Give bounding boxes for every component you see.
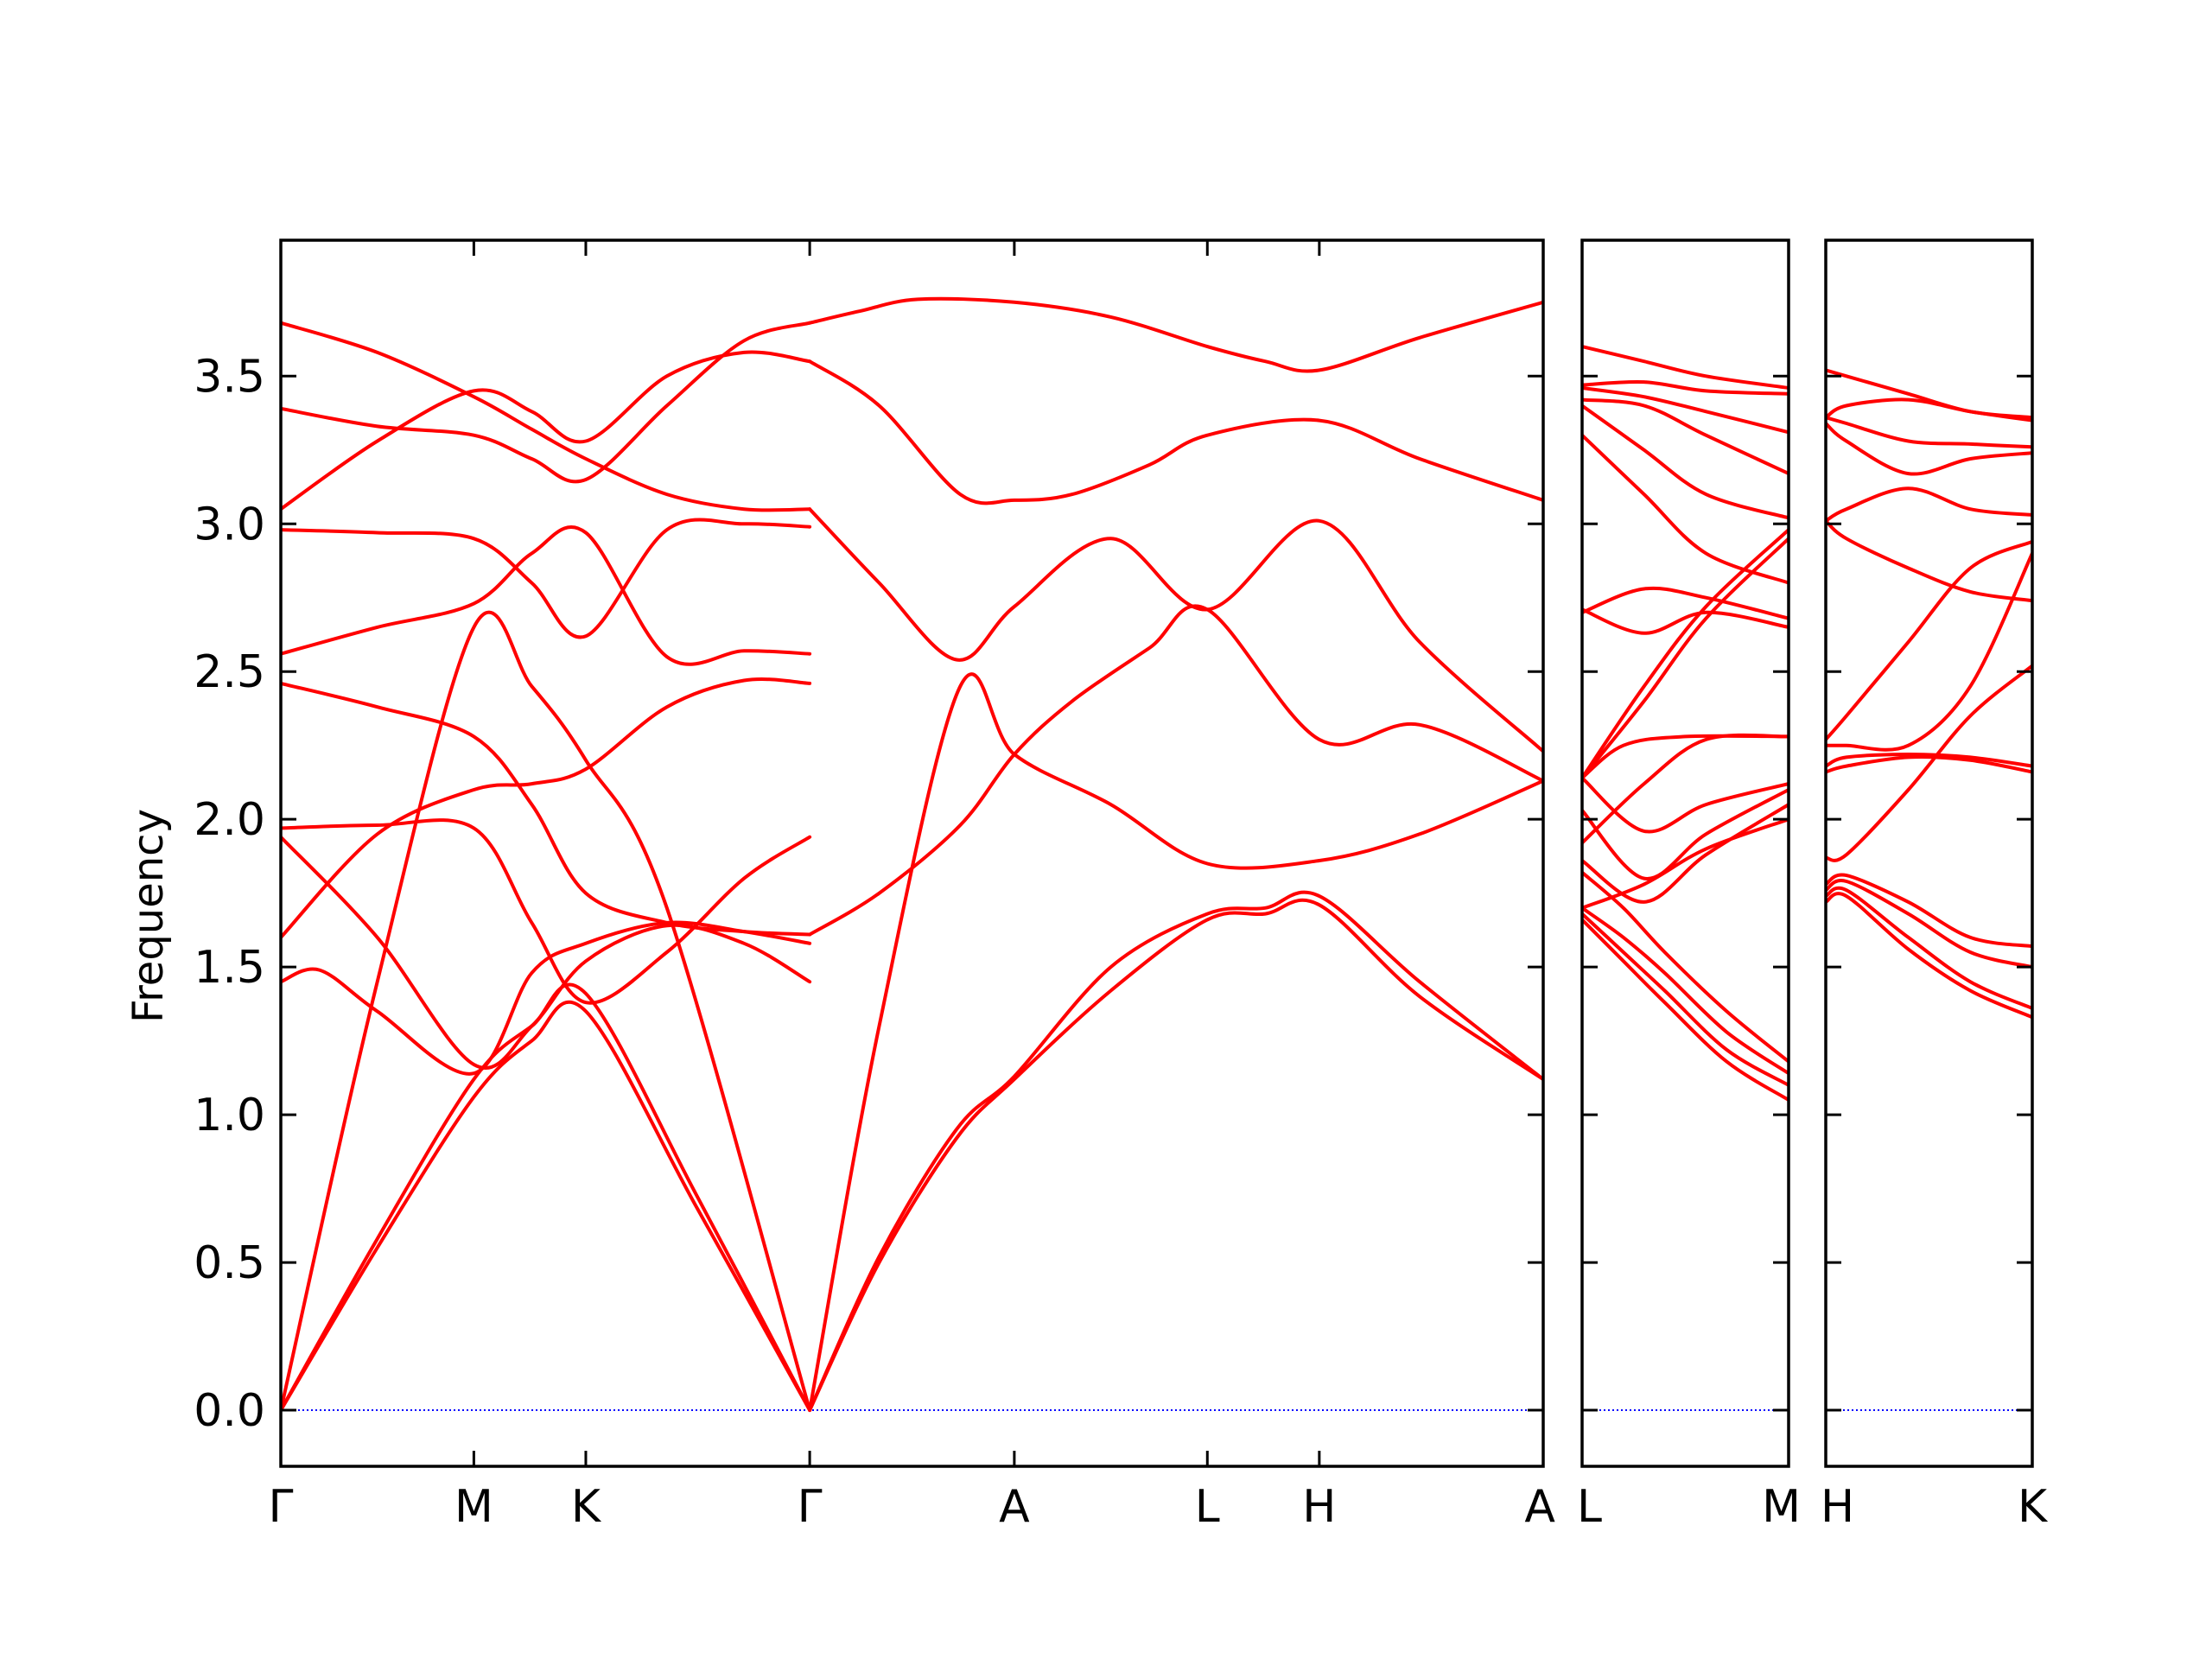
panel-frame [1580, 238, 1790, 1468]
y-tick-label: 1.5 [194, 942, 265, 994]
band-line-1 [281, 1000, 812, 1412]
band-line-6 [808, 672, 1543, 1412]
y-tick-label: 2.5 [194, 646, 265, 698]
band-line-2 [1582, 912, 1789, 1087]
band-line-15 [1582, 433, 1789, 585]
x-tick-label: K [571, 1481, 602, 1533]
band-line-5 [808, 890, 1543, 1412]
band-line-20 [808, 604, 1543, 937]
band-line-19 [1582, 379, 1789, 396]
band-line-11 [1826, 486, 2032, 523]
x-tick-label: Γ [798, 1481, 823, 1533]
band-line-17 [1582, 397, 1789, 476]
panel-frame [1824, 238, 2034, 1468]
band-line-2 [1826, 886, 2032, 1010]
band-line-12 [1826, 422, 2032, 476]
band-line-4 [1582, 870, 1789, 1064]
band-line-5 [1582, 817, 1789, 910]
band-lines [281, 296, 1543, 1412]
panel-frame [279, 238, 1545, 1468]
band-line-7 [1582, 788, 1789, 880]
band-line-3 [1826, 879, 2032, 969]
x-tick-label: M [1762, 1481, 1801, 1533]
band-line-10 [1826, 518, 2032, 603]
band-line-13 [1826, 416, 2032, 449]
x-tick-label: H [1821, 1481, 1854, 1533]
x-tick-label: Γ [269, 1481, 294, 1533]
band-line-6 [1826, 755, 2032, 774]
y-tick-label: 0.5 [194, 1237, 265, 1289]
band-line-12 [281, 525, 812, 666]
x-tick-label: L [1577, 1481, 1602, 1533]
band-line-16 [281, 321, 812, 512]
panel-1: 0.0 0.5 1.0 1.5 2.0 2.5 3.0 3.5 Γ M K Γ A L H A [194, 238, 1555, 1533]
y-tick-label: 0.0 [194, 1385, 265, 1437]
y-tick-label: 3.0 [194, 499, 265, 550]
band-line-16 [1582, 404, 1789, 520]
band-line-7 [281, 920, 812, 1076]
x-tick-label: L [1195, 1481, 1220, 1533]
x-tick-label: M [454, 1481, 493, 1533]
band-line-13 [281, 518, 812, 639]
band-line-8 [281, 677, 812, 939]
band-line-5 [1826, 664, 2032, 862]
x-tick-label: A [999, 1481, 1030, 1533]
panels: 0.00.51.01.52.02.53.03.5Γ M K Γ A L H A L M H K [194, 238, 2049, 1533]
y-tick-label: 2.0 [194, 794, 265, 846]
band-lines [1582, 345, 1789, 1102]
y-axis-label: Frequency [124, 809, 173, 1023]
band-line-12 [1582, 586, 1789, 620]
band-line-19 [808, 359, 1543, 505]
band-line-15 [281, 321, 812, 484]
band-line-3 [281, 610, 812, 1412]
band-line-17 [808, 296, 1543, 373]
band-line-14 [281, 350, 812, 512]
band-line-15 [1826, 368, 2032, 420]
band-line-11 [1582, 607, 1789, 635]
band-line-8 [1582, 776, 1789, 834]
band-line-8 [1826, 551, 2032, 752]
x-tick-label: K [2018, 1481, 2049, 1533]
band-line-14 [1582, 528, 1789, 780]
band-line-10 [1582, 734, 1789, 780]
band-line-6 [1582, 803, 1789, 904]
band-line-11 [281, 681, 812, 937]
band-line-1 [1582, 918, 1789, 1102]
band-line-4 [1826, 873, 2032, 949]
band-line-14 [1826, 397, 2032, 423]
band-line-7 [1826, 753, 2032, 768]
y-tick-label: 1.0 [194, 1090, 265, 1141]
band-line-10 [281, 818, 812, 1005]
band-lines [1826, 368, 2032, 1020]
x-tick-label: H [1302, 1481, 1336, 1533]
x-tick-label: A [1524, 1481, 1555, 1533]
band-line-20 [1582, 345, 1789, 390]
band-line-3 [1582, 906, 1789, 1076]
band-line-18 [808, 507, 1543, 753]
band-line-9 [1826, 539, 2032, 741]
band-line-4 [808, 898, 1543, 1412]
band-line-9 [281, 835, 812, 1070]
band-line-1 [1826, 892, 2032, 1020]
y-tick-label: 3.5 [194, 351, 265, 403]
band-line-18 [1582, 386, 1789, 435]
